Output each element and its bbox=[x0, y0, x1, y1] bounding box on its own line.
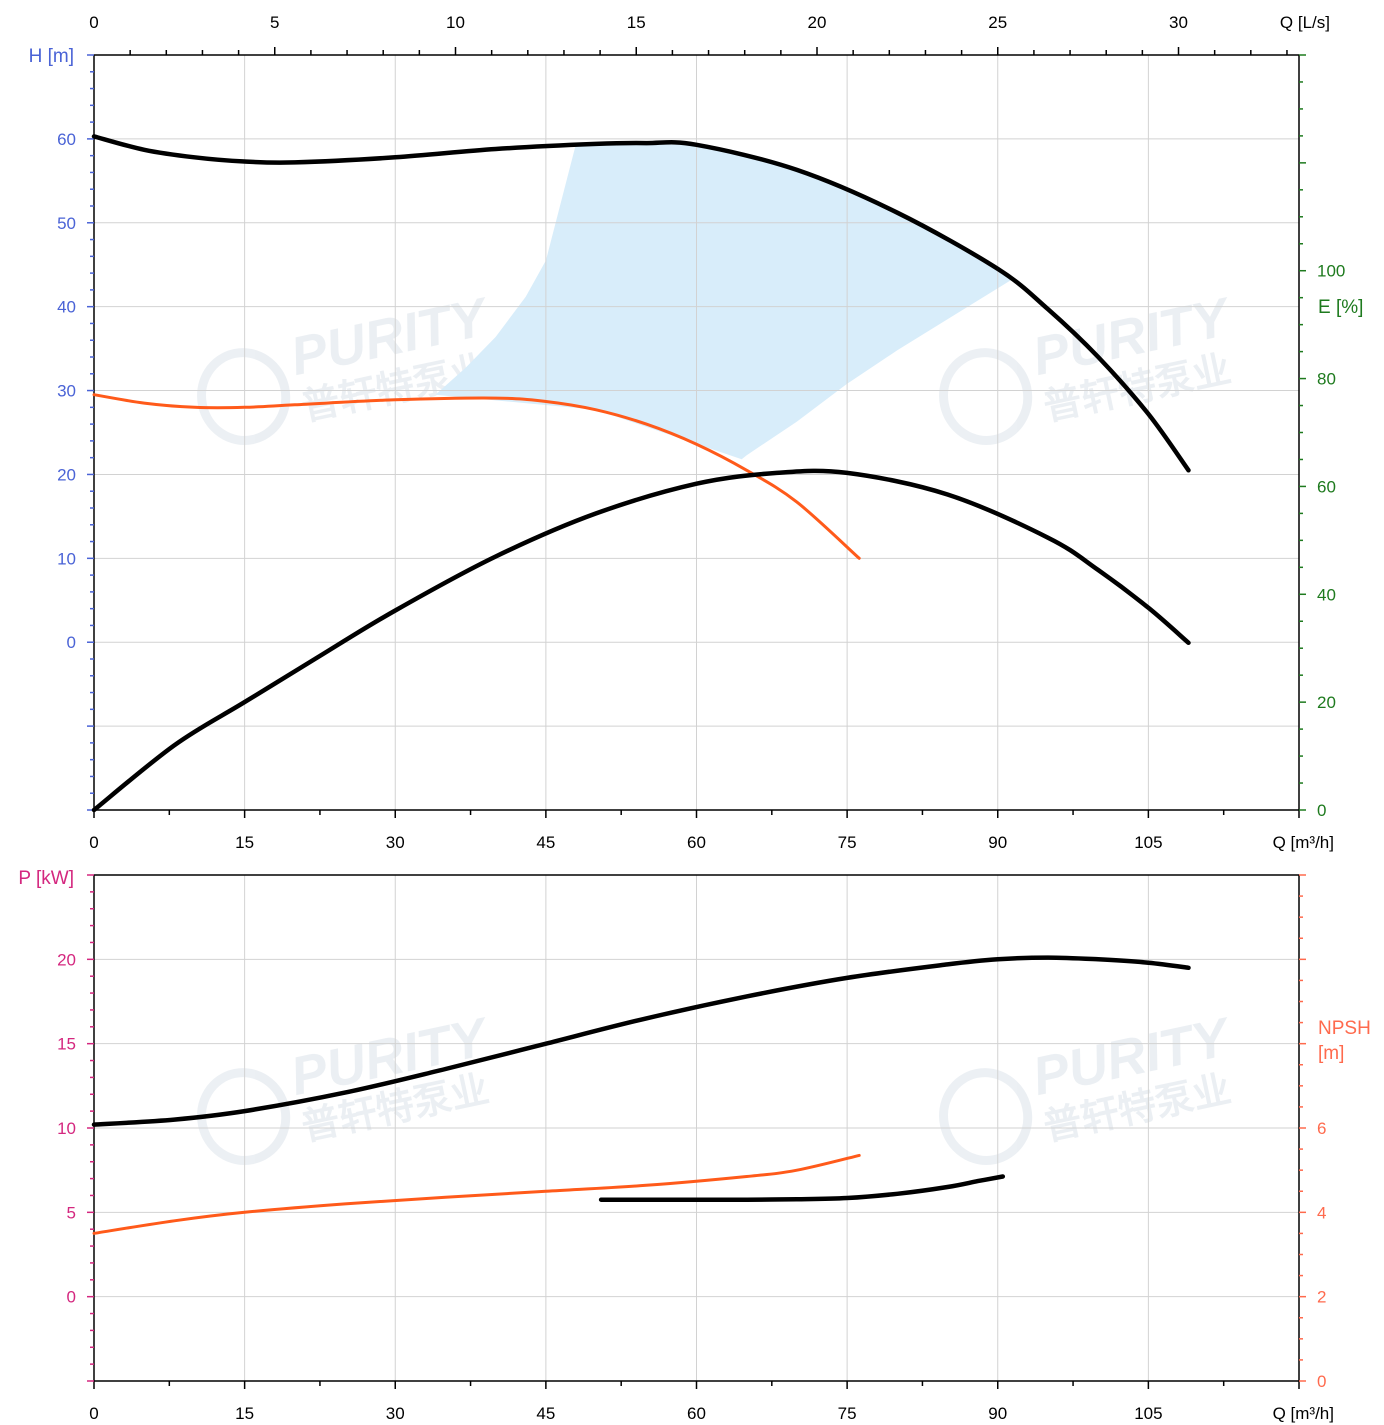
chart1-top-tick-label: 5 bbox=[270, 13, 279, 32]
chart1-top-tick-label: 25 bbox=[988, 13, 1007, 32]
chart2-x-tick-label: 75 bbox=[838, 1404, 857, 1423]
power-curve bbox=[91, 955, 1191, 1127]
chart1-x-tick-label: 105 bbox=[1134, 833, 1162, 852]
chart1-y2-tick-label: 80 bbox=[1317, 370, 1336, 389]
chart1-top-axis-title: Q [L/s] bbox=[1280, 13, 1330, 32]
head-curve-min bbox=[92, 393, 861, 560]
chart1-y-tick-label: 40 bbox=[57, 298, 76, 317]
chart2-y2-tick-label: 0 bbox=[1317, 1372, 1326, 1391]
head-axis-title: H [m] bbox=[29, 46, 74, 67]
watermark-logo-icon bbox=[197, 348, 291, 445]
watermark-logo-icon bbox=[939, 1068, 1033, 1165]
chart1-y-tick-label: 10 bbox=[57, 549, 76, 568]
chart1-y-tick-label: 0 bbox=[67, 633, 76, 652]
npsh-curve-orange bbox=[92, 1153, 861, 1235]
chart1-x-tick-label: 0 bbox=[89, 833, 98, 852]
chart2-y-tick-label: 10 bbox=[57, 1119, 76, 1138]
chart2-x-tick-label: 0 bbox=[89, 1404, 98, 1423]
operating-region-layer bbox=[435, 143, 1013, 460]
chart2-x-tick-label: 105 bbox=[1134, 1404, 1162, 1423]
npsh-curve-black bbox=[598, 1174, 1006, 1202]
chart1-x-tick-label: 30 bbox=[386, 833, 405, 852]
chart1-x-tick-label: 75 bbox=[838, 833, 857, 852]
curves-layer bbox=[91, 134, 1191, 1235]
chart1-top-tick-label: 10 bbox=[446, 13, 465, 32]
chart1-y-tick-label: 60 bbox=[57, 130, 76, 149]
chart2-x-tick-label: 30 bbox=[386, 1404, 405, 1423]
chart2-x-tick-label: 60 bbox=[687, 1404, 706, 1423]
efficiency-curve bbox=[91, 468, 1191, 813]
chart1-y2-tick-label: 60 bbox=[1317, 477, 1336, 496]
efficiency-axis-title: E [%] bbox=[1318, 297, 1363, 318]
chart1-top-tick-label: 0 bbox=[89, 13, 98, 32]
watermark-logo-icon bbox=[939, 348, 1033, 445]
chart2-x-tick-label: 90 bbox=[988, 1404, 1007, 1423]
chart1-top-tick-label: 30 bbox=[1169, 13, 1188, 32]
chart1-y-tick-label: 30 bbox=[57, 382, 76, 401]
chart2-x-tick-label: 45 bbox=[536, 1404, 555, 1423]
chart2-y-tick-label: 20 bbox=[57, 950, 76, 969]
power-axis-title: P [kW] bbox=[18, 868, 74, 889]
chart1-y-tick-label: 20 bbox=[57, 465, 76, 484]
chart1-top-tick-label: 15 bbox=[627, 13, 646, 32]
chart2-y-tick-label: 15 bbox=[57, 1035, 76, 1054]
chart1-x-tick-label: 15 bbox=[235, 833, 254, 852]
chart1-x-axis-title: Q [m³/h] bbox=[1273, 833, 1334, 852]
npsh-axis-unit: [m] bbox=[1318, 1043, 1344, 1064]
chart1-y2-tick-label: 20 bbox=[1317, 693, 1336, 712]
watermark-logo-icon bbox=[197, 1068, 291, 1165]
chart2-y-tick-label: 5 bbox=[67, 1203, 76, 1222]
head-curve-max bbox=[91, 134, 1191, 473]
chart2-x-tick-label: 15 bbox=[235, 1404, 254, 1423]
chart1-x-tick-label: 60 bbox=[687, 833, 706, 852]
chart1-y2-tick-label: 100 bbox=[1317, 262, 1345, 281]
chart2-y2-tick-label: 4 bbox=[1317, 1203, 1326, 1222]
chart1-y2-tick-label: 40 bbox=[1317, 585, 1336, 604]
chart1-x-tick-label: 90 bbox=[988, 833, 1007, 852]
chart2-x-axis-title: Q [m³/h] bbox=[1273, 1404, 1334, 1423]
chart1-top-tick-label: 20 bbox=[808, 13, 827, 32]
npsh-axis-title: NPSH bbox=[1318, 1018, 1371, 1039]
operating-region bbox=[435, 143, 1013, 460]
chart2-y2-tick-label: 6 bbox=[1317, 1119, 1326, 1138]
chart2-y-tick-label: 0 bbox=[67, 1288, 76, 1307]
chart1-y-tick-label: 50 bbox=[57, 214, 76, 233]
chart1-x-tick-label: 45 bbox=[536, 833, 555, 852]
chart2-y2-tick-label: 2 bbox=[1317, 1288, 1326, 1307]
chart1-y2-tick-label: 0 bbox=[1317, 801, 1326, 820]
